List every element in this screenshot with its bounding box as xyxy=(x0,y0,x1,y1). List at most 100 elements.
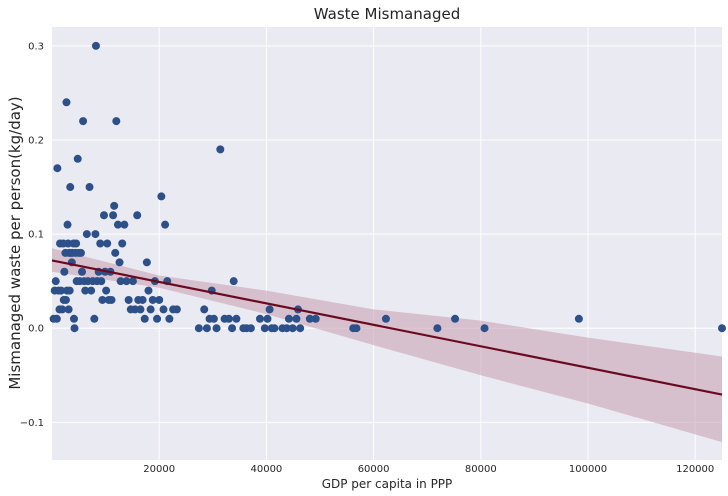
data-point xyxy=(146,305,155,314)
data-point xyxy=(157,192,166,201)
data-point xyxy=(79,117,88,126)
data-point xyxy=(265,305,274,314)
data-point xyxy=(76,248,85,257)
y-tick-label: 0.3 xyxy=(28,41,44,52)
data-point xyxy=(284,314,293,323)
confidence-band xyxy=(52,248,722,443)
data-point xyxy=(574,314,583,323)
data-point xyxy=(112,117,121,126)
data-point xyxy=(159,305,168,314)
data-point xyxy=(103,239,112,248)
data-point xyxy=(116,277,125,286)
regression-line-group xyxy=(51,259,723,396)
data-point xyxy=(140,314,149,323)
data-point xyxy=(352,324,361,333)
data-point xyxy=(120,220,129,229)
data-point xyxy=(85,183,94,192)
data-point xyxy=(65,286,74,295)
regression-line xyxy=(51,259,723,396)
grid xyxy=(52,27,722,460)
data-point xyxy=(72,239,81,248)
data-point xyxy=(480,324,489,333)
data-point xyxy=(228,324,237,333)
data-point xyxy=(200,305,209,314)
y-tick-label: 0.1 xyxy=(28,230,44,241)
y-tick-label: 0.0 xyxy=(28,324,44,335)
data-point xyxy=(138,295,147,304)
data-point xyxy=(282,324,291,333)
data-point xyxy=(110,201,119,210)
data-point xyxy=(62,98,71,107)
data-point xyxy=(216,145,225,154)
x-tick-label: 40000 xyxy=(250,464,282,475)
data-point xyxy=(70,324,79,333)
data-point xyxy=(136,305,145,314)
chart-title: Waste Mismanaged xyxy=(314,5,460,23)
data-point xyxy=(57,286,66,295)
data-point xyxy=(246,324,255,333)
data-point xyxy=(97,277,106,286)
data-point xyxy=(66,183,75,192)
data-point xyxy=(90,314,99,323)
x-tick-labels: 20000 40000 60000 80000 100000 120000 xyxy=(143,464,714,475)
data-point xyxy=(98,295,107,304)
data-point xyxy=(82,230,91,239)
data-point xyxy=(118,239,127,248)
data-point xyxy=(51,277,60,286)
x-tick-label: 80000 xyxy=(465,464,497,475)
data-point xyxy=(288,324,297,333)
data-point xyxy=(148,295,157,304)
data-point xyxy=(111,248,120,257)
data-point xyxy=(58,305,67,314)
data-point xyxy=(91,230,100,239)
data-point xyxy=(124,295,133,304)
y-tick-label: 0.2 xyxy=(28,135,44,146)
data-point xyxy=(229,277,238,286)
data-point xyxy=(81,286,90,295)
data-point xyxy=(144,286,153,295)
data-point xyxy=(64,305,73,314)
data-point xyxy=(155,295,164,304)
data-point xyxy=(451,314,460,323)
data-point xyxy=(255,314,264,323)
data-point xyxy=(202,324,211,333)
y-tick-label: −0.1 xyxy=(20,418,44,429)
data-point xyxy=(161,220,170,229)
x-tick-label: 100000 xyxy=(569,464,607,475)
data-point xyxy=(69,314,78,323)
data-point xyxy=(91,41,100,50)
data-point xyxy=(165,314,174,323)
data-point xyxy=(61,295,70,304)
data-point xyxy=(128,277,137,286)
data-point xyxy=(73,154,82,163)
data-point xyxy=(381,314,390,323)
data-point xyxy=(115,258,124,267)
data-point xyxy=(224,314,233,323)
data-point xyxy=(78,267,87,276)
data-point xyxy=(212,324,221,333)
x-tick-label: 20000 xyxy=(143,464,175,475)
data-point xyxy=(232,314,241,323)
data-point xyxy=(52,314,61,323)
data-point xyxy=(107,295,116,304)
y-axis-label: Mismanaged waste per person(kg/day) xyxy=(6,96,24,389)
data-point xyxy=(172,305,181,314)
data-point xyxy=(718,324,726,333)
data-point xyxy=(311,314,320,323)
data-point xyxy=(270,324,279,333)
data-point xyxy=(109,211,118,220)
data-point xyxy=(292,314,301,323)
data-point xyxy=(209,314,218,323)
confidence-band-group xyxy=(52,248,722,443)
data-point xyxy=(153,314,162,323)
data-point xyxy=(99,211,108,220)
data-point xyxy=(122,277,131,286)
data-point xyxy=(60,267,69,276)
data-point xyxy=(433,324,442,333)
data-point xyxy=(87,286,96,295)
data-point xyxy=(96,239,105,248)
data-point xyxy=(102,286,111,295)
data-point xyxy=(113,220,122,229)
data-point xyxy=(53,164,62,173)
